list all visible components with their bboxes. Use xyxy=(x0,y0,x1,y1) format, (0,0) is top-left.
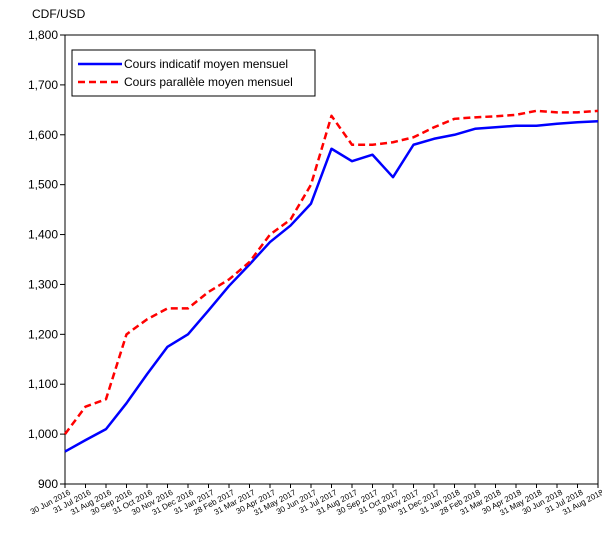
y-tick-label: 1,800 xyxy=(28,28,58,42)
plot-frame xyxy=(64,34,599,485)
y-tick-label: 1,400 xyxy=(28,228,58,242)
y-tick-label: 900 xyxy=(38,477,58,491)
legend-box xyxy=(71,49,316,97)
y-tick-label: 1,600 xyxy=(28,128,58,142)
series-line xyxy=(64,120,599,453)
legend-label: Cours parallèle moyen mensuel xyxy=(124,75,293,89)
y-tick-label: 1,500 xyxy=(28,178,58,192)
y-tick-label: 1,200 xyxy=(28,327,58,341)
y-tick-label: 1,100 xyxy=(28,377,58,391)
y-tick-label: 1,700 xyxy=(28,78,58,92)
y-axis-label: CDF/USD xyxy=(32,7,86,21)
y-tick-label: 1,300 xyxy=(28,277,58,291)
y-tick-label: 1,000 xyxy=(28,427,58,441)
series-line xyxy=(63,109,599,435)
legend-label: Cours indicatif moyen mensuel xyxy=(124,57,288,71)
